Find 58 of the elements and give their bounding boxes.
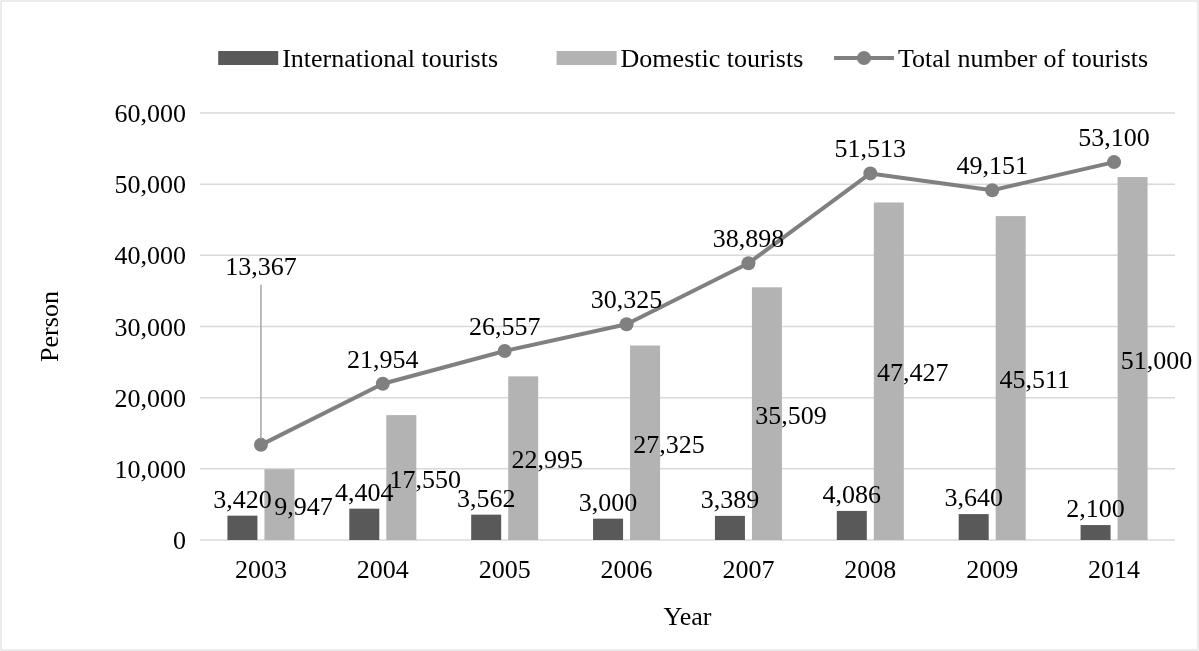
y-tick-label: 20,000 <box>114 383 186 413</box>
y-tick-label: 0 <box>173 526 186 555</box>
legend-label: Total number of tourists <box>898 44 1149 73</box>
data-label: 3,389 <box>700 484 760 514</box>
bar <box>836 510 867 540</box>
legend-label: International tourists <box>282 44 499 73</box>
data-label: 26,557 <box>468 312 541 341</box>
bar <box>349 508 380 540</box>
data-label: 4,086 <box>822 479 882 509</box>
y-tick-label: 60,000 <box>114 99 186 128</box>
data-label: 51,000 <box>1120 345 1193 375</box>
data-label: 45,511 <box>999 365 1070 395</box>
data-label: 4,404 <box>335 477 394 507</box>
data-label: 2,100 <box>1066 494 1125 524</box>
data-label: 47,427 <box>877 358 949 388</box>
bar <box>1080 525 1111 540</box>
data-label: 38,898 <box>712 224 785 254</box>
bar <box>227 515 258 540</box>
data-label: 53,100 <box>1078 123 1150 153</box>
y-tick-label: 40,000 <box>114 241 186 271</box>
point <box>863 166 878 181</box>
point <box>375 376 390 391</box>
x-tick-label: 2006 <box>600 555 653 584</box>
y-tick-label: 10,000 <box>114 454 186 484</box>
data-label: 13,367 <box>225 251 297 281</box>
data-label: 35,509 <box>755 400 827 430</box>
point <box>1107 155 1122 170</box>
bar <box>471 514 502 540</box>
point <box>253 437 268 452</box>
x-tick-label: 2004 <box>356 555 409 584</box>
bar <box>593 518 624 540</box>
bar <box>958 514 989 540</box>
data-label: 3,000 <box>578 487 638 517</box>
x-axis-title: Year <box>663 602 712 631</box>
data-label: 30,325 <box>590 285 663 315</box>
data-label: 22,995 <box>511 445 583 475</box>
y-axis-title: Person <box>35 291 64 362</box>
x-tick-label: 2007 <box>722 555 775 584</box>
data-label: 9,947 <box>274 491 333 521</box>
x-tick-label: 2003 <box>234 555 287 584</box>
data-label: 3,640 <box>944 483 1003 513</box>
data-label: 27,325 <box>633 429 705 459</box>
point <box>741 256 756 271</box>
data-label: 21,954 <box>347 344 419 374</box>
y-tick-label: 30,000 <box>114 312 186 342</box>
x-tick-label: 2008 <box>844 555 897 584</box>
data-label: 3,420 <box>213 484 272 514</box>
y-tick-label: 50,000 <box>114 170 186 200</box>
x-tick-label: 2005 <box>478 555 531 584</box>
point <box>985 183 1000 198</box>
x-tick-label: 2009 <box>966 555 1019 584</box>
data-label: 51,513 <box>834 134 907 164</box>
x-tick-label: 2014 <box>1088 555 1141 584</box>
point <box>497 344 512 358</box>
data-label: 49,151 <box>956 151 1028 181</box>
bar <box>714 515 745 540</box>
point <box>619 317 634 332</box>
legend-label: Domestic tourists <box>620 44 804 73</box>
